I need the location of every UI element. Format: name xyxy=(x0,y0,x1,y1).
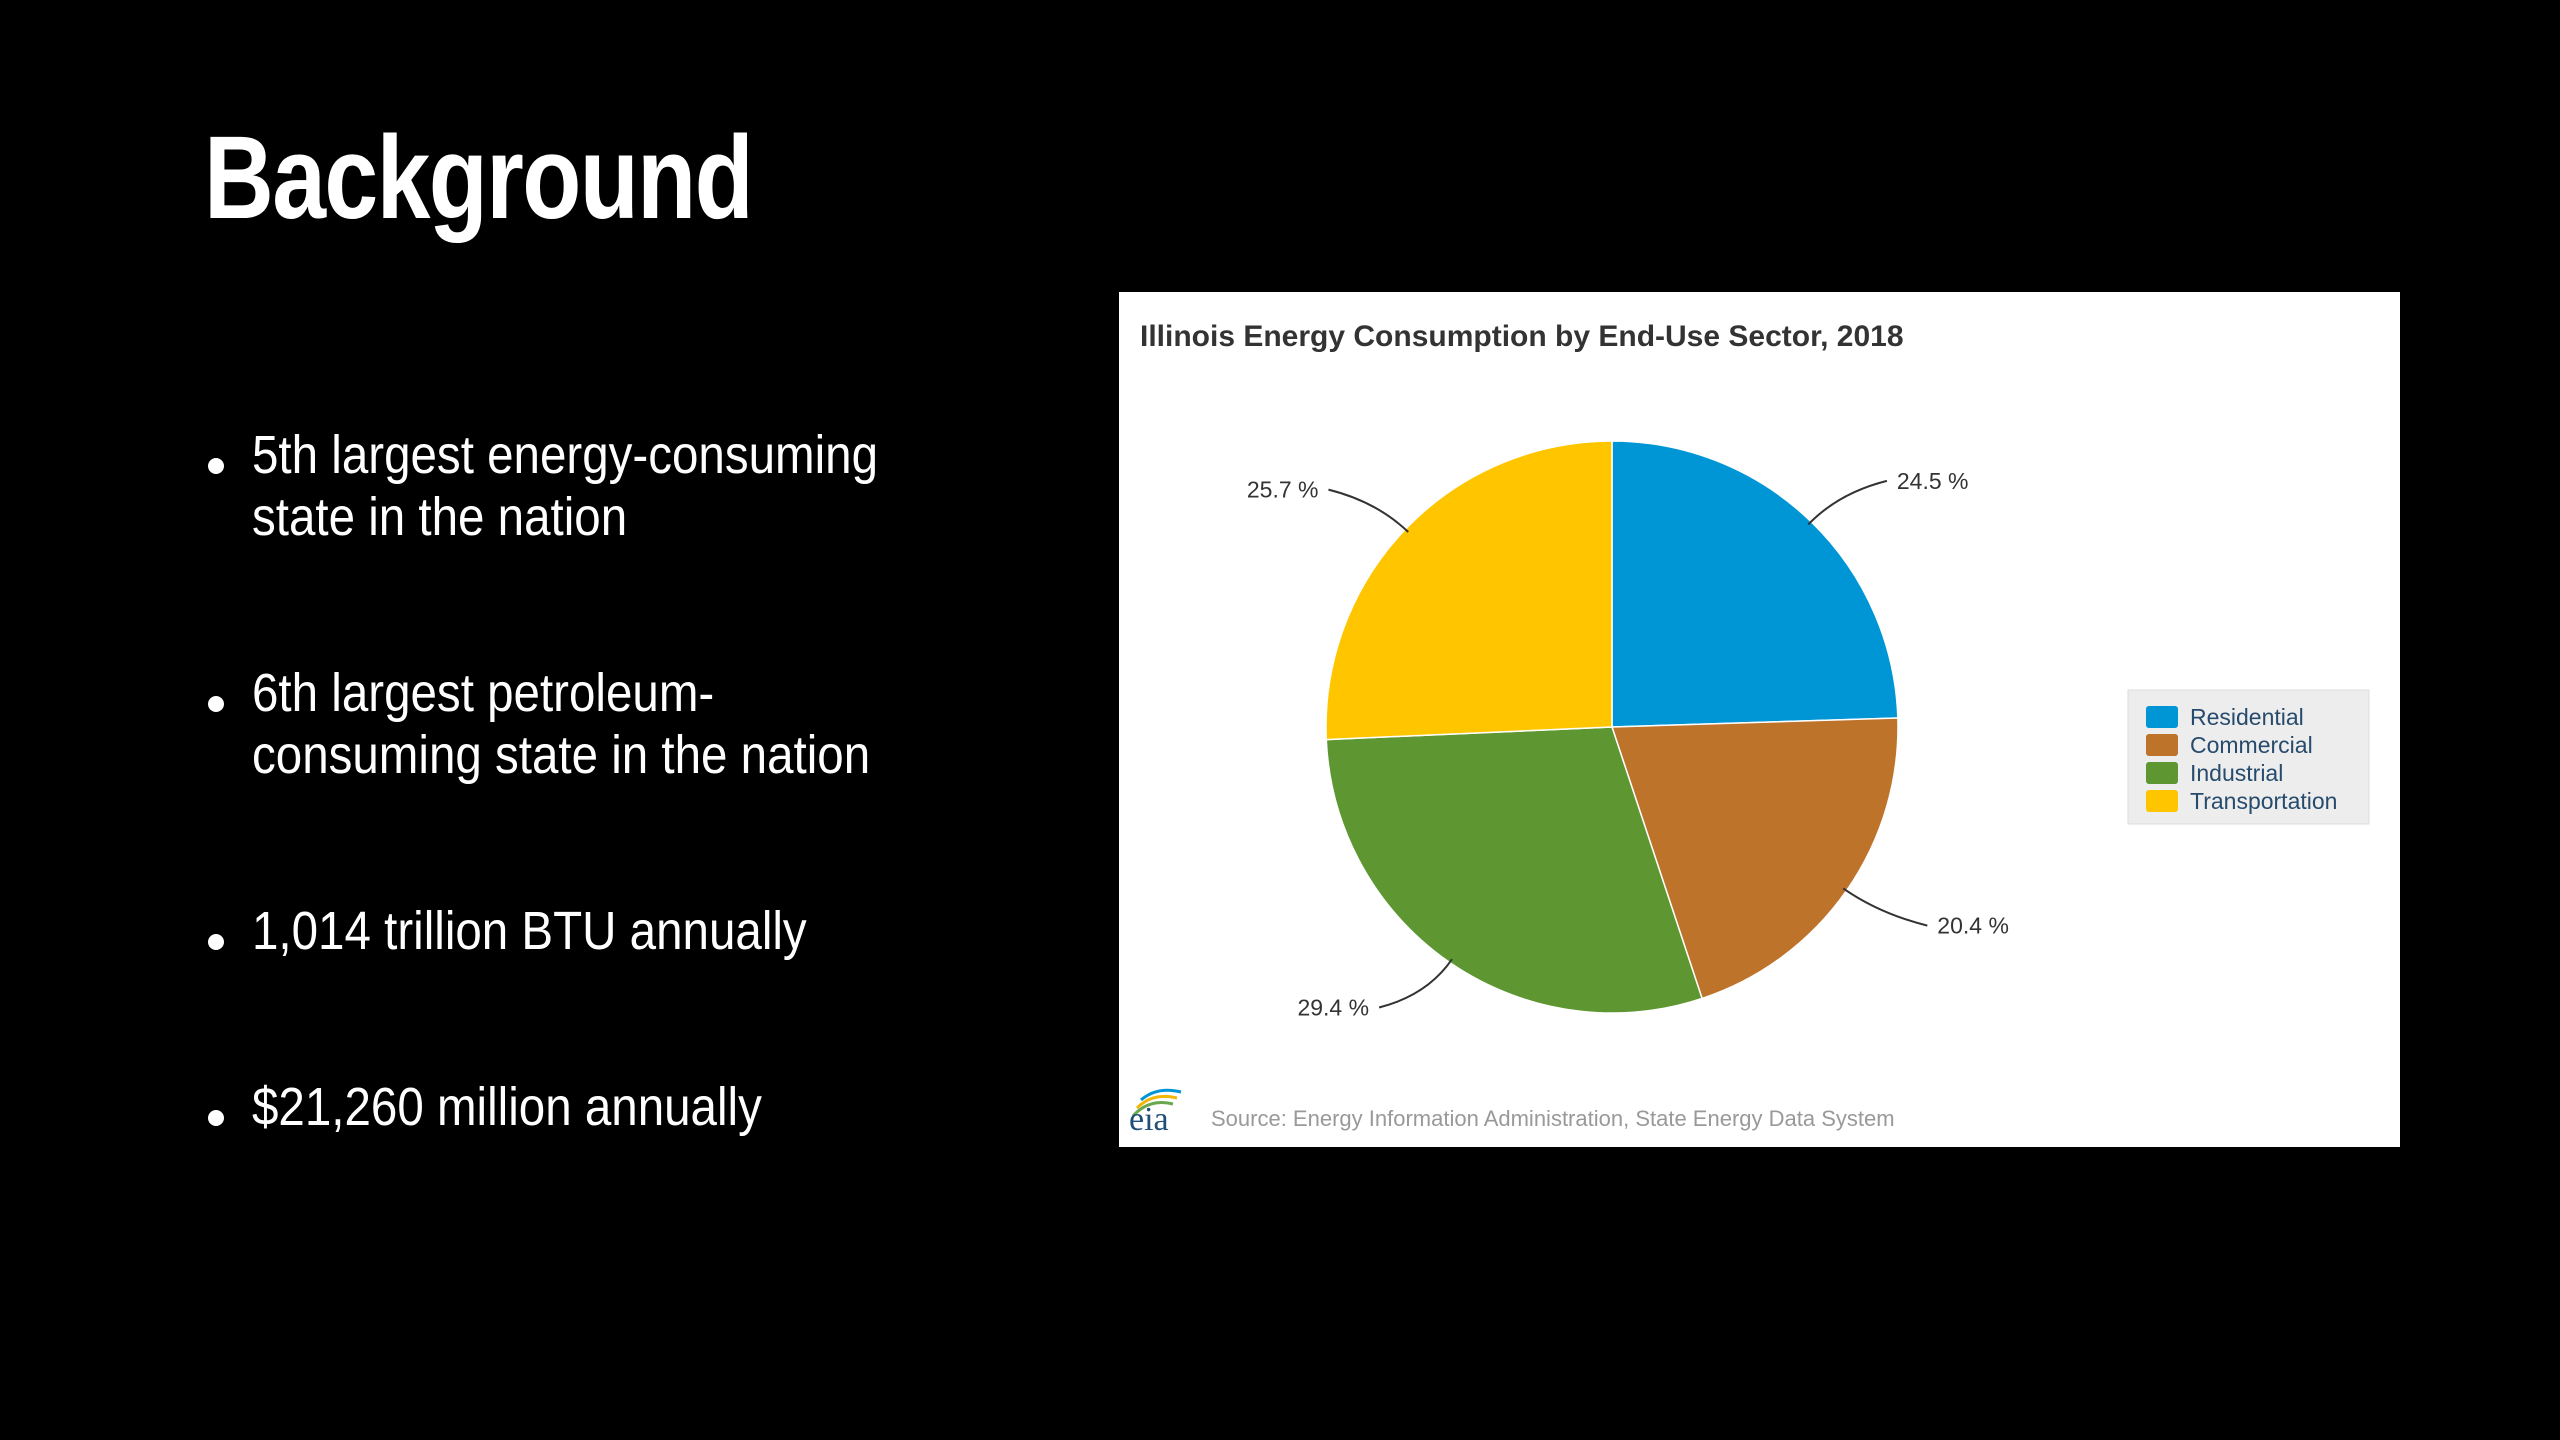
legend-swatch-residential xyxy=(2146,706,2178,728)
bullet-text: 6th largest petroleum- consuming state i… xyxy=(252,663,871,785)
data-label: 25.7 % xyxy=(1247,477,1319,503)
bullet-dot-icon xyxy=(208,1110,224,1126)
data-label-connector xyxy=(1328,488,1409,533)
legend-swatch-industrial xyxy=(2146,762,2178,784)
bullet-dot-icon xyxy=(208,934,224,950)
legend-label-transportation[interactable]: Transportation xyxy=(2190,788,2337,814)
bullet-dot-icon xyxy=(208,458,224,474)
pie-slices xyxy=(1325,440,1899,1014)
legend-swatch-transportation xyxy=(2146,790,2178,812)
data-label: 24.5 % xyxy=(1897,468,1969,494)
slide-title: Background xyxy=(204,112,754,244)
chart-title: Illinois Energy Consumption by End-Use S… xyxy=(1140,320,1904,353)
pie-data-labels: 24.5 % 20.4 % 29.4 % 25.7 % xyxy=(1247,468,2009,1021)
pie-slice-transportation[interactable] xyxy=(1325,440,1613,741)
pie-slice-residential[interactable] xyxy=(1611,440,1899,728)
pie-chart: Illinois Energy Consumption by End-Use S… xyxy=(1129,320,2370,1138)
bullet-dot-icon xyxy=(208,696,224,712)
data-label-connector xyxy=(1807,479,1888,526)
bullet-text: $21,260 million annually xyxy=(252,1077,762,1137)
data-label-connector xyxy=(1378,958,1453,1009)
data-label-connector xyxy=(1842,887,1928,927)
eia-logo-text: eia xyxy=(1129,1101,1169,1138)
chart-source: Source: Energy Information Administratio… xyxy=(1211,1106,1895,1131)
eia-logo: eia xyxy=(1129,1088,1182,1138)
data-label: 29.4 % xyxy=(1297,994,1369,1020)
legend-label-residential[interactable]: Residential xyxy=(2190,704,2304,730)
legend-swatch-commercial xyxy=(2146,734,2178,756)
pie-chart-panel: Illinois Energy Consumption by End-Use S… xyxy=(1119,292,2400,1147)
legend-label-industrial[interactable]: Industrial xyxy=(2190,760,2283,786)
legend[interactable]: ResidentialCommercialIndustrialTransport… xyxy=(2127,689,2370,825)
bullet-text: 5th largest energy-consuming state in th… xyxy=(252,425,879,547)
bullet-text: 1,014 trillion BTU annually xyxy=(252,901,807,961)
data-label: 20.4 % xyxy=(1937,913,2009,939)
legend-label-commercial[interactable]: Commercial xyxy=(2190,732,2313,758)
